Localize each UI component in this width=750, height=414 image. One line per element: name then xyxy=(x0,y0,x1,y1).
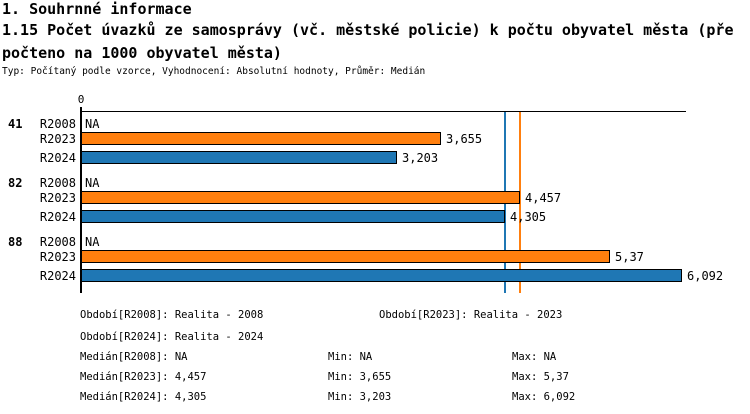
bar-R2023 xyxy=(81,250,610,263)
axis-origin-label: 0 xyxy=(77,93,85,106)
indicator-meta: Typ: Počítaný podle vzorce, Vyhodnocení:… xyxy=(2,66,426,77)
row-label-R2024: R2024 xyxy=(39,269,76,283)
plot-top-border xyxy=(80,111,686,112)
row-label-R2023: R2023 xyxy=(39,132,76,146)
row-label-R2024: R2024 xyxy=(39,151,76,165)
reference-line-median-R2023 xyxy=(519,112,521,293)
row-label-R2008: R2008 xyxy=(39,235,76,249)
stat-obdobi-r2024: Období[R2024]: Realita - 2024 xyxy=(80,331,264,343)
bar-value-label: 4,457 xyxy=(525,191,562,205)
row-label-R2024: R2024 xyxy=(39,210,76,224)
stat-max-r2008: Max: NA xyxy=(512,351,557,363)
row-label-R2008: R2008 xyxy=(39,117,76,131)
stat-min-r2024: Min: 3,203 xyxy=(328,391,392,403)
bar-value-label: 5,37 xyxy=(615,250,644,264)
bar-R2024 xyxy=(81,151,397,164)
row-label-R2008: R2008 xyxy=(39,176,76,190)
na-label: NA xyxy=(85,235,100,249)
na-label: NA xyxy=(85,176,100,190)
stat-median-r2024: Medián[R2024]: 4,305 xyxy=(80,391,207,403)
stat-max-r2024: Max: 6,092 xyxy=(512,391,576,403)
bar-R2024 xyxy=(81,269,682,282)
row-label-R2023: R2023 xyxy=(39,191,76,205)
stat-median-r2023: Medián[R2023]: 4,457 xyxy=(80,371,207,383)
bar-value-label: 4,305 xyxy=(510,210,547,224)
group-label: 41 xyxy=(8,117,23,131)
bar-value-label: 3,655 xyxy=(446,132,483,146)
section-title: 1. Souhrnné informace xyxy=(2,0,192,18)
bar-value-label: 6,092 xyxy=(687,269,724,283)
stat-obdobi-r2023: Období[R2023]: Realita - 2023 xyxy=(379,309,563,321)
stat-max-r2023: Max: 5,37 xyxy=(512,371,569,383)
group-label: 88 xyxy=(8,235,23,249)
bar-R2023 xyxy=(81,132,441,145)
bar-value-label: 3,203 xyxy=(402,151,439,165)
na-label: NA xyxy=(85,117,100,131)
bar-R2024 xyxy=(81,210,505,223)
group-label: 82 xyxy=(8,176,23,190)
stat-min-r2023: Min: 3,655 xyxy=(328,371,392,383)
stat-obdobi-r2008: Období[R2008]: Realita - 2008 xyxy=(80,309,264,321)
indicator-title: 1.15 Počet úvazků ze samosprávy (vč. měs… xyxy=(2,21,734,62)
row-label-R2023: R2023 xyxy=(39,250,76,264)
stat-median-r2008: Medián[R2008]: NA xyxy=(80,351,188,363)
bar-R2023 xyxy=(81,191,520,204)
stat-min-r2008: Min: NA xyxy=(328,351,373,363)
